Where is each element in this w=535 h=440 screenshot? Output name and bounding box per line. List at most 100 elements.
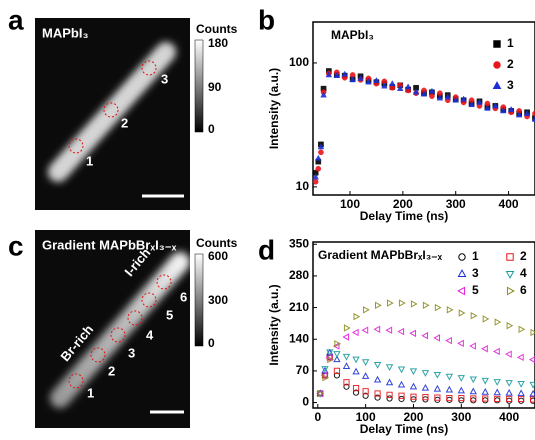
data-point	[517, 389, 525, 397]
data-point	[325, 71, 333, 78]
y-tick-label: 70	[296, 363, 310, 377]
data-point	[397, 327, 405, 336]
data-point	[494, 395, 501, 403]
data-point	[312, 178, 319, 185]
data-point	[375, 301, 382, 310]
data-point	[352, 367, 360, 375]
data-point	[357, 74, 364, 81]
data-point	[318, 149, 324, 156]
y-axis-label: Intensity (a.u.)	[267, 284, 281, 365]
data-point	[434, 303, 442, 312]
data-point	[469, 376, 477, 384]
data-point	[484, 100, 491, 107]
legend-label: 2	[507, 57, 514, 71]
data-point	[506, 321, 514, 330]
data-point	[482, 315, 490, 323]
x-tick-label: 100	[356, 410, 376, 424]
data-point	[321, 366, 329, 373]
y-tick-label: 140	[289, 331, 309, 345]
data-point	[381, 82, 388, 89]
legend-label: 1	[507, 36, 514, 50]
spot-label: 2	[121, 115, 128, 130]
data-point	[500, 107, 507, 114]
spot	[68, 138, 84, 154]
colorbar	[194, 39, 204, 133]
data-point	[386, 299, 394, 307]
y-tick-label: 350	[289, 236, 309, 250]
data-point	[470, 312, 478, 320]
data-point	[409, 329, 417, 338]
spot	[103, 102, 119, 118]
data-point	[322, 373, 330, 382]
colorbar-tick: 0	[208, 122, 215, 136]
colorbar-tick: 300	[208, 293, 228, 307]
data-point	[333, 355, 341, 363]
plot-frame	[312, 21, 535, 196]
x-tick-label: 300	[446, 197, 466, 211]
legend-marker	[493, 61, 501, 69]
data-point	[494, 397, 501, 404]
legend-label: 5	[472, 283, 479, 297]
chart-title: MAPbI₃	[331, 28, 374, 42]
legend-marker	[506, 286, 515, 296]
rod-core	[53, 47, 171, 177]
data-point	[386, 391, 393, 398]
colorbar	[194, 253, 204, 347]
data-point	[507, 106, 515, 112]
data-point	[333, 351, 341, 358]
colorbar-tick: 0	[208, 336, 215, 350]
data-point	[518, 395, 525, 403]
data-point	[493, 347, 500, 356]
data-point	[445, 373, 454, 381]
data-point	[530, 328, 535, 337]
data-point	[523, 109, 531, 116]
panel-label: d	[258, 234, 275, 265]
data-point	[341, 70, 348, 77]
data-point	[320, 371, 328, 380]
data-point	[506, 395, 513, 403]
x-tick-label: 100	[340, 197, 360, 211]
data-point	[516, 353, 524, 362]
data-point	[428, 87, 436, 94]
data-point	[353, 312, 361, 321]
spot-label: 2	[108, 363, 115, 378]
legend-marker	[505, 270, 515, 279]
data-point	[468, 97, 475, 104]
x-tick-label: 400	[499, 410, 519, 424]
legend-marker	[458, 253, 466, 261]
data-point	[529, 396, 535, 403]
data-point	[437, 90, 443, 96]
spot	[127, 310, 143, 326]
data-point	[506, 397, 513, 404]
plot-frame	[312, 241, 535, 409]
data-point	[351, 328, 359, 337]
legend-label: 1	[472, 249, 479, 263]
spot-label: 4	[146, 327, 154, 342]
data-point	[433, 371, 442, 379]
data-point	[343, 379, 350, 386]
colorbar-tick: 90	[208, 80, 222, 94]
colorbar-tick: 600	[208, 249, 228, 263]
data-point	[433, 334, 440, 342]
data-point	[409, 368, 418, 376]
data-point	[444, 93, 452, 100]
data-point	[482, 397, 489, 404]
data-point	[457, 386, 466, 394]
data-point	[363, 306, 370, 314]
data-point	[434, 394, 441, 401]
data-point	[317, 143, 325, 150]
data-points	[312, 68, 535, 185]
data-point	[327, 355, 334, 364]
data-point	[421, 383, 430, 391]
x-axis-label: Delay Time (ns)	[360, 209, 448, 223]
x-tick-label: 200	[403, 410, 423, 424]
data-point	[517, 380, 525, 388]
data-point	[515, 111, 523, 118]
data-point	[492, 102, 499, 109]
image-title: Gradient MAPbBrₓI₃₋ₓ	[42, 237, 177, 252]
data-point	[389, 80, 396, 87]
micrograph	[35, 18, 190, 210]
x-tick-label: 300	[451, 410, 471, 424]
legend-label: 6	[520, 283, 527, 297]
